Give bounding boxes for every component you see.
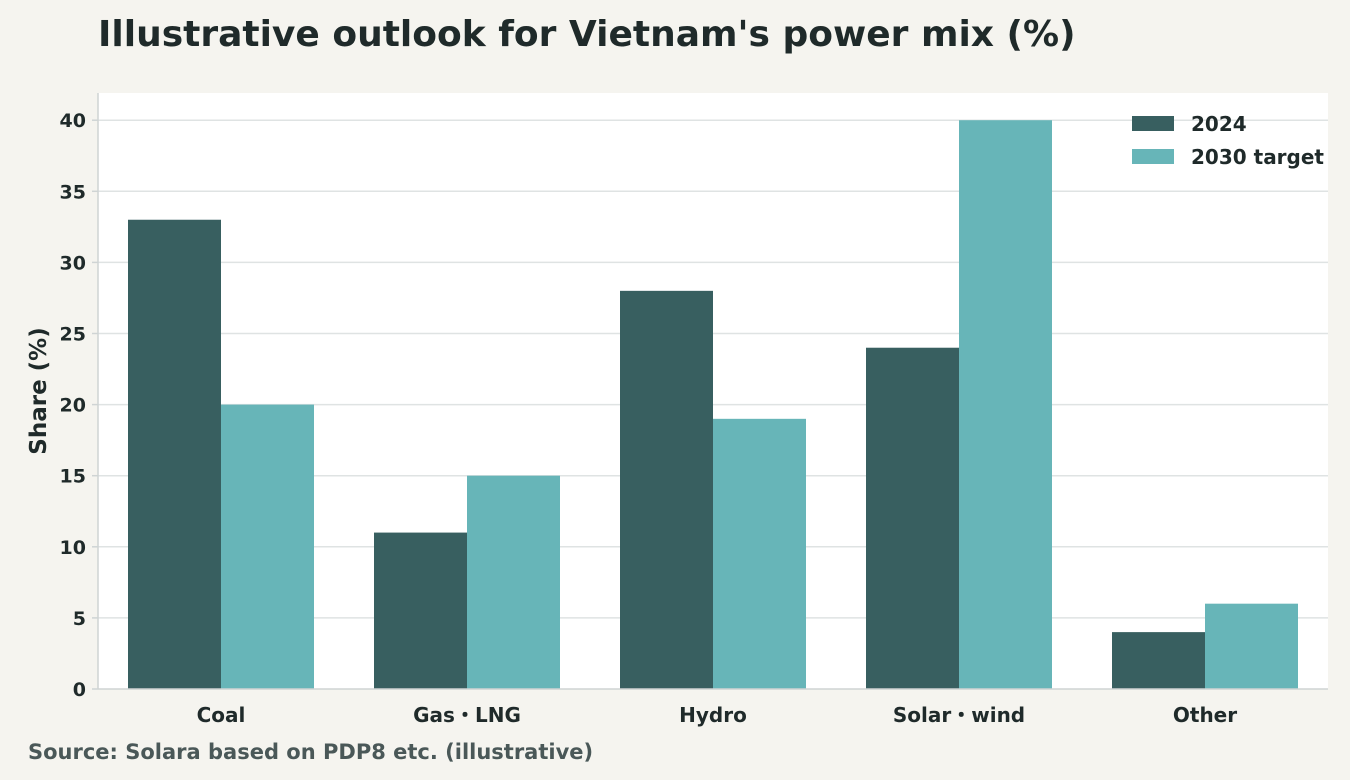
legend-label: 2030 target: [1191, 145, 1324, 169]
y-tick-label: 0: [73, 679, 86, 701]
bars: [128, 120, 1298, 690]
bar-2030-target: [959, 120, 1052, 689]
source-note: Source: Solara based on PDP8 etc. (illus…: [28, 740, 594, 764]
bar-2030-target: [467, 475, 560, 689]
y-tick-label: 25: [60, 324, 86, 346]
x-tick-label: Other: [1173, 703, 1237, 727]
bar-2030-target: [713, 418, 806, 689]
x-tick-label: Solar・wind: [893, 703, 1025, 727]
bar-2024: [866, 347, 959, 689]
bar-2024: [128, 219, 221, 690]
bar-2030-target: [1205, 603, 1298, 689]
y-tick-label: 15: [60, 466, 86, 488]
bar-2024: [1112, 632, 1205, 689]
legend-swatch: [1132, 116, 1174, 131]
y-tick-label: 5: [73, 608, 86, 630]
y-tick-label: 20: [60, 395, 86, 417]
bar-2024: [620, 290, 713, 689]
legend: 2024 2030 target: [1132, 112, 1324, 169]
bar-2024: [374, 532, 467, 689]
x-tick-label: Coal: [197, 703, 246, 727]
y-tick-label: 35: [60, 181, 86, 203]
bar-2030-target: [221, 404, 314, 689]
x-tick-label: Hydro: [679, 703, 747, 727]
legend-label: 2024: [1191, 112, 1247, 136]
y-tick-label: 40: [60, 110, 86, 132]
x-tick-label: Gas・LNG: [413, 703, 521, 727]
y-axis-label: Share (%): [26, 327, 52, 454]
chart-title: Illustrative outlook for Vietnam's power…: [98, 14, 1076, 55]
axes: 0 5 10 15 20 25 30 35 40 Coal Gas・LNG Hydro Solar・wi…: [60, 93, 1328, 727]
y-tick-label: 30: [60, 252, 86, 274]
y-tick-label: 10: [60, 537, 86, 559]
legend-swatch: [1132, 149, 1174, 164]
